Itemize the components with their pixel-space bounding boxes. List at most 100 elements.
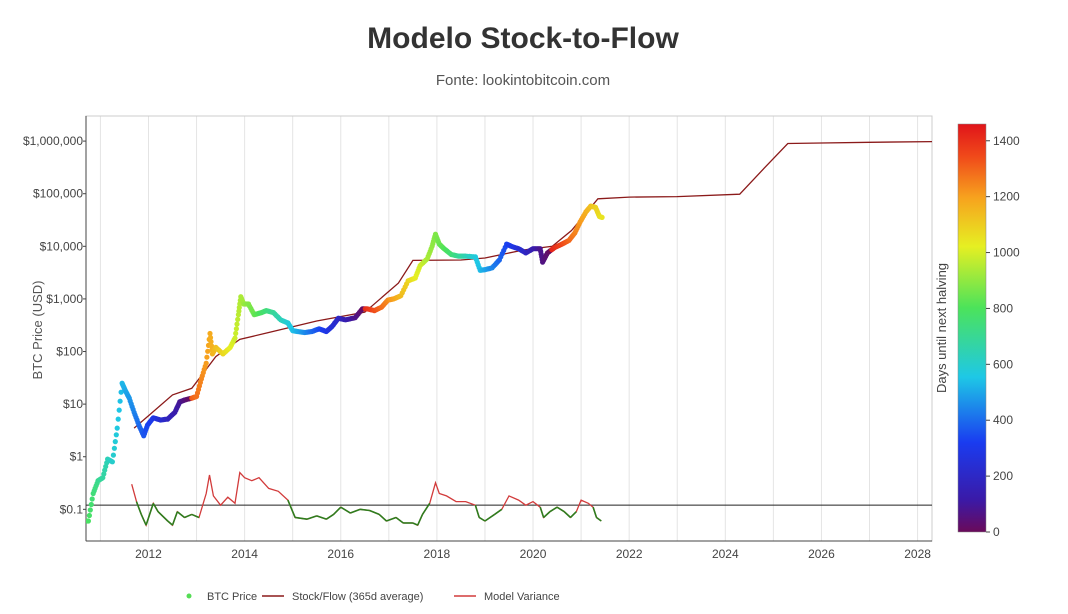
plot-frame [85, 115, 933, 542]
variance-below-segment [369, 509, 380, 516]
variance-below-segment [412, 522, 419, 526]
legend-label: BTC Price [207, 591, 257, 603]
variance-below-segment [340, 506, 351, 514]
variance-below-segment [171, 511, 179, 526]
variance-below-segment [569, 511, 577, 519]
variance-below-segment [592, 506, 598, 518]
series-line-2 [131, 471, 602, 528]
x-axis-ticks: 2012 2014 2016 2018 2020 2022 2024 2026 2028 [135, 547, 931, 561]
variance-below-segment [145, 503, 155, 526]
btc-price-point [235, 316, 241, 322]
x-tick-label: 2018 [424, 547, 451, 561]
colorbar-tick-label: 400 [993, 413, 1013, 427]
variance-below-segment [539, 506, 545, 518]
btc-price-point [207, 335, 214, 341]
y-tick-label: $10,000 [40, 239, 84, 253]
btc-price-point [204, 354, 210, 360]
variance-below-segment [556, 506, 565, 513]
x-tick-label: 2020 [520, 547, 547, 561]
btc-price-point [87, 507, 93, 513]
y-tick-label: $10 [63, 397, 83, 411]
btc-price-point [89, 496, 95, 502]
colorbar-tick-label: 600 [993, 357, 1013, 371]
btc-price-point [117, 398, 123, 404]
variance-below-segment [484, 513, 496, 522]
variance-below-segment [416, 514, 424, 526]
chart-title: Modelo Stock-to-Flow [367, 22, 679, 55]
variance-below-segment [386, 516, 397, 522]
variance-below-segment [316, 515, 327, 520]
variance-below-segment [294, 516, 308, 520]
btc-price-point [207, 330, 213, 337]
btc-price-point [115, 416, 121, 422]
variance-below-segment [494, 508, 503, 516]
colorbar-tick-label: 200 [993, 469, 1013, 483]
btc-price-point [114, 425, 120, 431]
btc-price-point [208, 339, 214, 345]
grid-lines [99, 116, 919, 541]
btc-price-point [599, 214, 605, 220]
x-tick-label: 2012 [135, 547, 162, 561]
variance-below-segment [359, 508, 370, 512]
btc-price-point [233, 330, 239, 336]
y-tick-label: $100,000 [33, 187, 83, 201]
btc-price-point [109, 459, 115, 465]
variance-below-segment [157, 511, 169, 522]
colorbar-label: Days until next halving [934, 263, 949, 393]
chart-subtitle: Fonte: lookintobitcoin.com [435, 72, 611, 89]
variance-below-segment [176, 511, 186, 519]
y-tick-label: $0.1 [60, 502, 84, 516]
variance-below-segment [325, 513, 334, 520]
btc-price-point [234, 321, 240, 327]
btc-price-point [118, 389, 124, 395]
btc-price-point [79, 518, 84, 523]
btc-price-point [113, 432, 119, 438]
y-axis-ticks: $0.1 $1 $10 $100 $1,000 $10,000 $100,000 $1,000… [23, 134, 86, 516]
colorbar-tick-label: 0 [993, 525, 1000, 539]
variance-below-segment [167, 520, 174, 526]
variance-below-segment [378, 513, 387, 522]
btc-price-point [88, 501, 94, 508]
btc-price-point [86, 512, 92, 519]
variance-below-segment [563, 511, 572, 519]
x-tick-label: 2026 [808, 547, 835, 561]
colorbar-tick-label: 1000 [993, 246, 1020, 260]
legend-label: Stock/Flow (365d average) [292, 591, 423, 603]
legend-marker-btc [186, 593, 192, 599]
y-tick-label: $1,000,000 [23, 134, 83, 148]
btc-price-point [232, 335, 238, 341]
btc-price-point [110, 452, 116, 458]
colorbar [957, 123, 987, 533]
colorbar-ticks: 0 200 400 600 800 1000 1200 1400 [986, 134, 1020, 539]
x-tick-label: 2016 [327, 547, 354, 561]
colorbar-tick-label: 1200 [993, 190, 1020, 204]
btc-price-point [203, 360, 209, 366]
x-tick-label: 2022 [616, 547, 643, 561]
y-axis-label: BTC Price (USD) [30, 281, 45, 380]
x-tick-label: 2014 [231, 547, 258, 561]
btc-price-point [208, 343, 215, 349]
btc-price-point [80, 518, 85, 523]
variance-below-segment [140, 514, 147, 526]
btc-price-point [86, 518, 91, 524]
y-tick-label: $1 [70, 450, 84, 464]
btc-price-point [112, 439, 118, 445]
y-tick-label: $1,000 [46, 292, 83, 306]
variance-below-segment [421, 502, 431, 515]
y-tick-label: $100 [56, 345, 83, 359]
variance-below-segment [287, 499, 296, 518]
x-tick-label: 2028 [904, 547, 931, 561]
variance-below-segment [350, 508, 361, 514]
variance-below-segment [332, 506, 342, 515]
variance-below-segment [184, 513, 193, 519]
btc-price-point [116, 407, 122, 413]
legend-label: Model Variance [484, 591, 560, 603]
variance-below-segment [191, 513, 200, 519]
variance-below-segment [152, 502, 159, 513]
colorbar-tick-label: 800 [993, 301, 1013, 315]
variance-below-segment [543, 511, 551, 519]
series-layer [79, 140, 932, 528]
legend: BTC Price Stock/Flow (365d average) Model … [186, 591, 560, 603]
variance-below-segment [135, 501, 143, 515]
variance-below-segment [306, 515, 317, 520]
